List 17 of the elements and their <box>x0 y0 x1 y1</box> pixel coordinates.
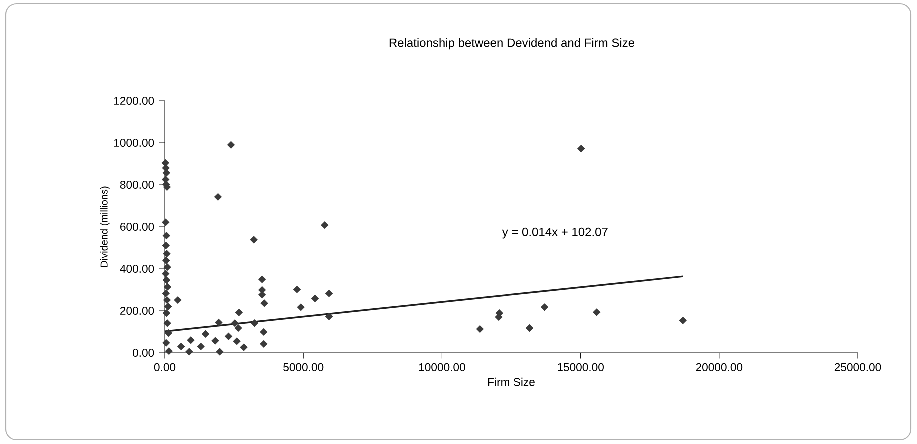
y-tick-label: 800.00 <box>120 181 154 190</box>
x-tick-label: 20000.00 <box>696 363 743 372</box>
x-tick-label: 25000.00 <box>834 363 882 372</box>
y-axis-title: Dividend (millions) <box>100 186 110 268</box>
y-tick-label: 200.00 <box>120 306 154 316</box>
x-axis-title: Firm Size <box>488 378 535 386</box>
x-tick-label: 0.00 <box>154 363 176 372</box>
x-tick-label: 15000.00 <box>558 363 604 372</box>
y-tick-label: 600.00 <box>120 223 154 232</box>
y-tick-label: 400.00 <box>120 265 154 274</box>
x-tick-label: 5000.00 <box>284 363 324 372</box>
y-tick-label: 1000.00 <box>114 139 154 148</box>
y-tick-label: 1200.00 <box>114 97 154 106</box>
chart-title: Relationship between Devidend and Firm Size <box>390 38 634 50</box>
x-tick-label: 10000.00 <box>419 363 466 372</box>
annotation: y = 0.014x + 102.07 <box>502 228 608 239</box>
y-tick-label: 0.00 <box>132 349 154 358</box>
